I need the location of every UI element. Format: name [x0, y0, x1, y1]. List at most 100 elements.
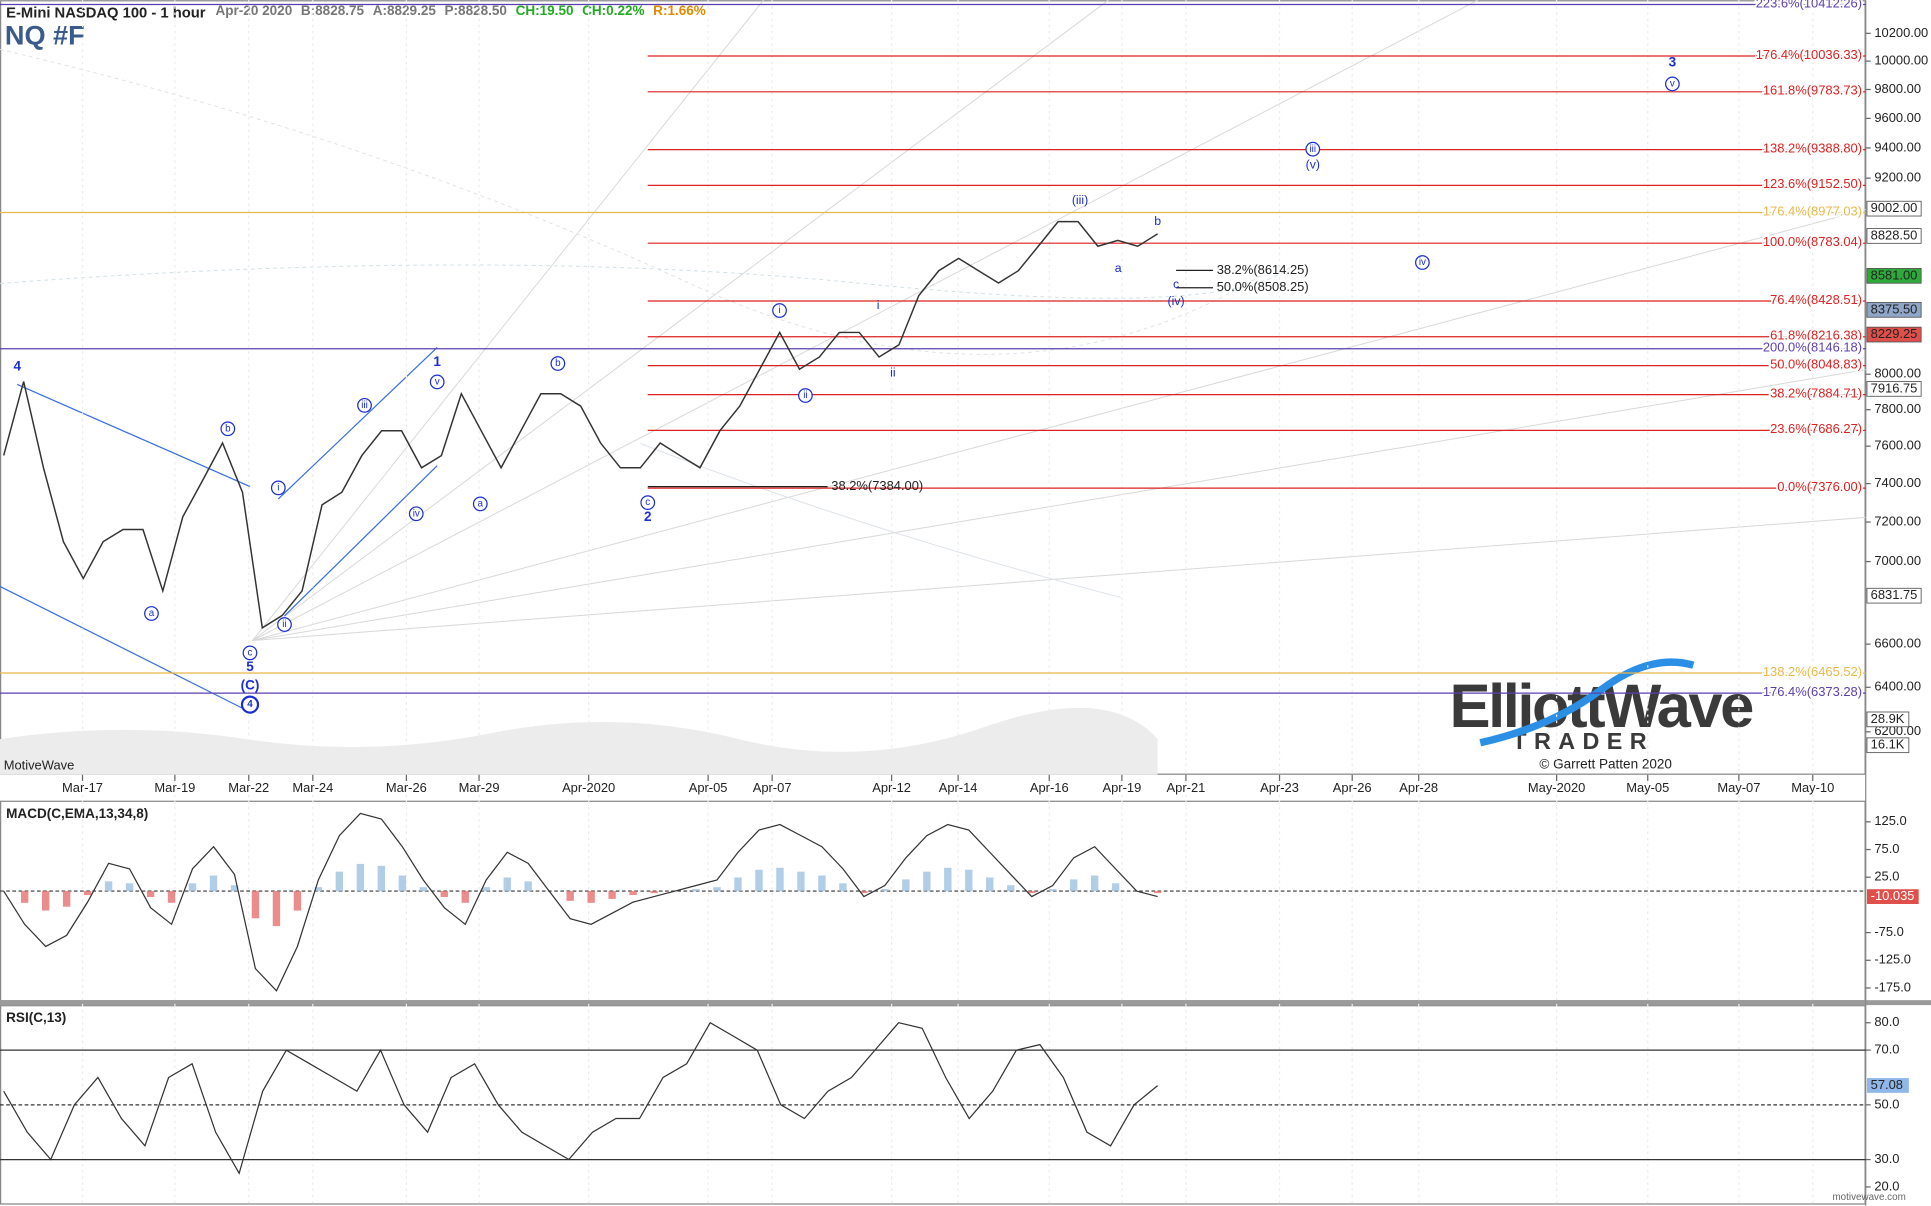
wave-label: (iv): [1168, 294, 1185, 308]
y-tick-label: 8000.00: [1874, 366, 1921, 381]
wave-label: (C): [241, 678, 260, 693]
fib-label: 223.6%(10412.26): [1756, 0, 1862, 10]
x-tick-label: Apr-16: [1030, 780, 1069, 795]
quote-item: P:8828.50: [445, 3, 507, 18]
volume-label: 28.9K: [1871, 711, 1905, 726]
macd-bar: [168, 891, 175, 903]
price-box-label: 8828.50: [1871, 227, 1918, 242]
macd-bar: [881, 889, 888, 891]
small-fib-label: 38.2%(7384.00): [831, 478, 923, 493]
wave-label: iii: [1310, 144, 1317, 155]
y-tick-label: 9200.00: [1874, 170, 1921, 185]
macd-bar: [986, 877, 993, 891]
wave-label: b: [1154, 214, 1161, 228]
wave-label: a: [1115, 261, 1122, 275]
source: MotiveWave: [4, 758, 75, 773]
macd-bar: [399, 876, 406, 892]
background: [0, 0, 1931, 1206]
price-box-label: 8375.50: [1871, 301, 1918, 316]
fib-label: 38.2%(7884.71): [1770, 385, 1862, 400]
wave-label: (v): [1306, 157, 1320, 171]
macd-bar: [84, 891, 91, 895]
wave-label: 4: [247, 699, 253, 710]
x-tick-label: Mar-26: [386, 780, 427, 795]
macd-bar: [650, 891, 657, 893]
fib-label: 0.0%(7376.00): [1777, 479, 1862, 494]
wave-label: iv: [413, 508, 420, 519]
x-tick-label: May-2020: [1528, 780, 1585, 795]
y-tick-label: 6400.00: [1874, 679, 1921, 694]
macd-bar: [839, 883, 846, 891]
x-tick-label: Apr-19: [1103, 780, 1142, 795]
wave-label: c: [645, 497, 650, 508]
macd-bar: [42, 891, 49, 911]
y-tick-label: 9800.00: [1874, 81, 1921, 96]
macd-bar: [566, 891, 573, 901]
x-tick-label: May-10: [1791, 780, 1834, 795]
macd-bar: [923, 872, 930, 892]
rsi-last-label: 57.08: [1871, 1077, 1903, 1092]
rsi-title: RSI(C,13): [6, 1010, 66, 1025]
macd-bar: [1049, 889, 1056, 891]
macd-bar: [944, 868, 951, 891]
macd-bar: [902, 879, 909, 891]
y-tick-label: 7600.00: [1874, 438, 1921, 453]
macd-bar: [587, 891, 594, 903]
symbol: NQ #F: [5, 19, 85, 50]
y-tick-label: 7000.00: [1874, 553, 1921, 568]
y-tick-label: -125.0: [1874, 952, 1911, 967]
macd-bar: [1091, 876, 1098, 892]
x-tick-label: Apr-14: [939, 780, 978, 795]
fib-label: 200.0%(8146.18): [1763, 340, 1862, 355]
macd-bar: [629, 891, 636, 895]
x-tick-label: Mar-17: [62, 780, 103, 795]
quote-item: Apr-20 2020: [216, 3, 293, 18]
y-tick-label: 6600.00: [1874, 636, 1921, 651]
macd-bar: [21, 891, 28, 903]
macd-bar: [441, 891, 448, 897]
macd-bar: [504, 877, 511, 891]
fib-label: 23.6%(7686.27): [1770, 421, 1862, 436]
wave-label: ii: [282, 619, 286, 630]
y-tick-label: 7400.00: [1874, 475, 1921, 490]
macd-last-label: -10.035: [1871, 888, 1915, 903]
macd-bar: [105, 881, 112, 891]
macd-bar: [755, 870, 762, 891]
y-tick-label: 50.0: [1874, 1096, 1899, 1111]
x-tick-label: May-05: [1626, 780, 1669, 795]
wave-label: 3: [1669, 55, 1677, 70]
y-tick-label: 30.0: [1874, 1151, 1899, 1166]
wave-label: 4: [13, 359, 21, 374]
fib-label: 50.0%(8048.83): [1770, 356, 1862, 371]
y-tick-label: 125.0: [1874, 813, 1906, 828]
quote-item: A:8829.25: [373, 3, 437, 18]
wave-label: b: [555, 358, 561, 369]
macd-bar: [818, 876, 825, 892]
chart: E-Mini NASDAQ 100 - 1 hour NQ #F MotiveW…: [0, 0, 1931, 1206]
wave-label: a: [149, 608, 155, 619]
x-tick-label: Apr-28: [1399, 780, 1438, 795]
x-tick-label: Mar-24: [292, 780, 333, 795]
wave-label: 5: [246, 659, 254, 674]
wave-label: 2: [644, 509, 652, 524]
macd-bar: [525, 881, 532, 891]
macd-bar: [189, 883, 196, 891]
price-box-label: 8581.00: [1871, 267, 1918, 282]
x-tick-label: Apr-23: [1260, 780, 1299, 795]
volume-label: 16.1K: [1871, 737, 1905, 752]
wave-label: b: [225, 423, 231, 434]
macd-bar: [336, 872, 343, 892]
macd-title: MACD(C,EMA,13,34,8): [6, 806, 148, 821]
fib-label: 100.0%(8783.04): [1763, 234, 1862, 249]
x-tick-label: Apr-07: [753, 780, 792, 795]
wave-label: c: [248, 647, 253, 658]
macd-bar: [608, 891, 615, 899]
wave-label: i: [877, 298, 880, 312]
fib-label: 176.4%(8977.03): [1763, 203, 1862, 218]
wave-label: c: [1173, 277, 1179, 291]
quote-item: R:1.66%: [653, 3, 706, 18]
x-tick-label: May-07: [1717, 780, 1760, 795]
price-box-label: 9002.00: [1871, 200, 1918, 215]
y-tick-label: 70.0: [1874, 1042, 1899, 1057]
price-box-label: 8229.25: [1871, 326, 1918, 341]
